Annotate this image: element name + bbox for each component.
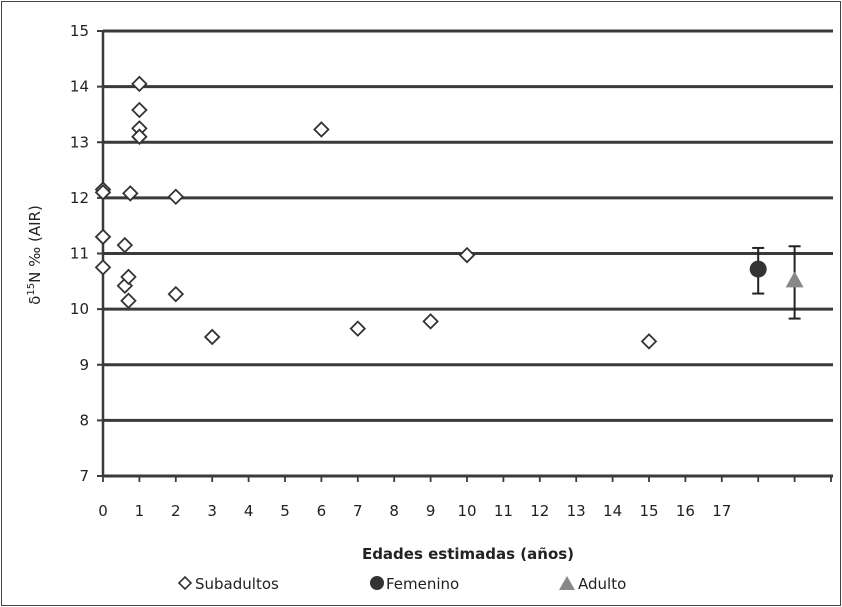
y-tick-label: 15 <box>70 22 89 40</box>
y-tick-labels: 7 8 9 10 11 12 13 14 15 <box>70 22 89 485</box>
x-tick-label: 4 <box>244 502 254 520</box>
legend-item-femenino: Femenino <box>370 575 459 593</box>
data-point-subadultos <box>94 184 112 201</box>
x-tick-label: 7 <box>353 502 363 520</box>
x-tick-label: 5 <box>280 502 290 520</box>
legend-marker-circle-icon <box>370 576 384 590</box>
legend-item-adulto: Adulto <box>559 575 626 593</box>
data-point-subadultos <box>94 228 112 246</box>
data-points <box>94 75 804 350</box>
x-tick-label: 15 <box>639 502 658 520</box>
y-tick-label: 11 <box>70 245 89 263</box>
data-point-subadultos <box>122 185 139 202</box>
data-point-subadultos <box>131 101 148 119</box>
data-point-subadultos <box>640 333 658 350</box>
data-point-subadultos <box>349 320 367 337</box>
gridlines <box>103 29 833 478</box>
data-point-subadultos <box>203 328 221 346</box>
data-point-adulto <box>785 271 804 288</box>
x-tick-label: 10 <box>457 502 476 520</box>
legend-label-adulto: Adulto <box>578 575 626 593</box>
x-tick-label: 13 <box>567 502 586 520</box>
legend-label-subadultos: Subadultos <box>195 575 279 593</box>
x-tick-label: 16 <box>676 502 695 520</box>
legend-marker-triangle-icon <box>559 576 575 590</box>
x-tick-label: 3 <box>207 502 217 520</box>
x-axis-label: Edades estimadas (años) <box>362 545 574 563</box>
y-axis-label-prefix: δ <box>26 296 44 305</box>
axes <box>97 30 832 482</box>
data-point-subadultos <box>313 121 330 138</box>
y-tick-label: 10 <box>70 300 89 318</box>
x-tick-label: 8 <box>389 502 399 520</box>
x-tick-label: 6 <box>317 502 327 520</box>
data-point-subadultos <box>94 259 112 276</box>
x-tick-label: 2 <box>171 502 181 520</box>
data-point-femenino <box>749 260 767 278</box>
x-tick-label: 9 <box>426 502 436 520</box>
y-axis-label-rest: N ‰ (AIR) <box>26 205 44 283</box>
x-tick-label: 0 <box>98 502 108 520</box>
x-tick-label: 11 <box>494 502 513 520</box>
data-point-subadultos <box>167 188 185 206</box>
y-tick-label: 12 <box>70 189 89 207</box>
x-tick-label: 17 <box>712 502 731 520</box>
y-tick-label: 8 <box>79 411 89 429</box>
legend-marker-diamond-icon <box>177 575 193 591</box>
y-axis-label-superscript: 15 <box>26 283 37 296</box>
x-tick-label: 1 <box>135 502 145 520</box>
data-point-subadultos <box>167 285 185 303</box>
y-tick-label: 7 <box>79 467 89 485</box>
data-point-subadultos <box>131 128 148 145</box>
data-point-subadultos <box>458 246 476 264</box>
data-point-subadultos <box>131 75 148 93</box>
x-tick-labels: 0 1 2 3 4 5 6 7 8 9 10 11 12 13 14 15 16 17 <box>98 502 731 520</box>
data-point-subadultos <box>120 292 137 310</box>
data-point-subadultos <box>120 268 137 286</box>
legend: Subadultos Femenino Adulto <box>177 575 626 593</box>
x-tick-label: 12 <box>530 502 549 520</box>
legend-item-subadultos: Subadultos <box>177 575 279 593</box>
y-tick-label: 14 <box>70 78 89 96</box>
legend-label-femenino: Femenino <box>386 575 459 593</box>
y-tick-label: 9 <box>79 356 89 374</box>
data-point-subadultos <box>422 313 439 330</box>
y-axis-label: δ15N ‰ (AIR) <box>26 205 44 305</box>
data-point-subadultos <box>116 236 134 254</box>
y-tick-label: 13 <box>70 133 89 151</box>
x-tick-label: 14 <box>603 502 622 520</box>
